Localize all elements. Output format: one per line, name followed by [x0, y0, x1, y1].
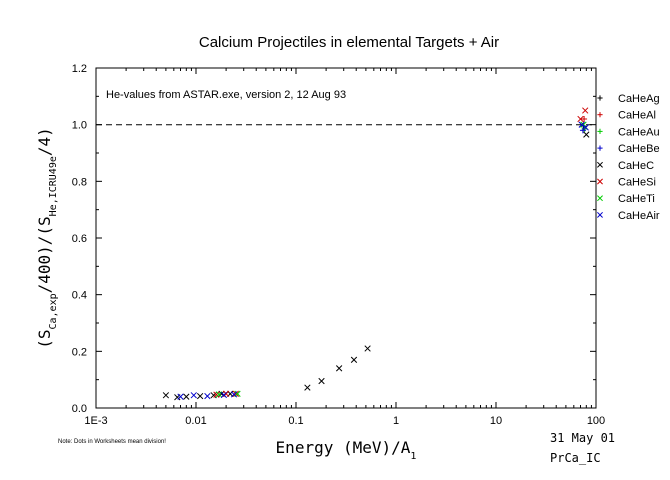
legend-item-caheti: CaHeTi	[597, 193, 655, 205]
data-point-cahec	[162, 392, 170, 399]
legend-label-caheti: CaHeTi	[618, 193, 655, 205]
x-tick-label: 1E-3	[84, 415, 107, 427]
data-point-cahec	[364, 345, 371, 352]
legend-label-caheag: CaHeAg	[618, 93, 660, 105]
legend-label-cahesi: CaHeSi	[618, 177, 656, 189]
data-point-caheair	[578, 121, 585, 128]
legend-marker-cahec	[597, 161, 603, 168]
data-point-cahesi	[232, 390, 239, 397]
legend-marker-caheal	[597, 112, 603, 118]
data-point-cahesi	[582, 107, 589, 114]
data-point-cahec	[318, 377, 325, 385]
y-axis: 0.0 0.2 0.4 0.6 0.8 1.0 1.2	[72, 63, 596, 415]
legend-marker-caheair	[597, 211, 603, 218]
y-tick-label: 0.6	[72, 233, 87, 245]
legend-label-caheair: CaHeAir	[618, 210, 660, 222]
legend-item-caheal: CaHeAl	[597, 110, 656, 122]
x-axis: 1E-3 0.01 0.1 1 10 100	[84, 68, 605, 427]
y-axis-label-part-3: /4)	[35, 127, 54, 156]
y-axis-label-part-2: /400)/(S	[35, 216, 54, 293]
date-label: 31 May 01	[550, 431, 615, 445]
data-point-caheair	[582, 124, 589, 131]
y-axis-label-subscript-2: He,ICRU49e	[48, 156, 59, 216]
data-point-cahec	[183, 393, 190, 400]
y-tick-label: 1.2	[72, 63, 87, 75]
data-point-caheair	[177, 393, 184, 400]
legend-label-caheal: CaHeAl	[618, 110, 656, 122]
data-point-cahesi	[213, 391, 220, 398]
legend-marker-cahesi	[597, 178, 603, 185]
legend-marker-caheti	[597, 195, 603, 202]
data-points	[162, 107, 590, 401]
data-point-caheair	[204, 392, 211, 400]
legend-label-cahec: CaHeC	[618, 160, 654, 172]
y-tick-label: 0.0	[72, 403, 87, 415]
data-point-cahec	[196, 392, 204, 400]
data-point-caheair	[190, 392, 197, 399]
data-point-cahec	[350, 356, 358, 363]
data-point-caheair	[230, 391, 238, 398]
y-tick-label: 0.2	[72, 346, 87, 358]
y-tick-label: 0.4	[72, 290, 87, 302]
legend-item-caheair: CaHeAir	[597, 210, 660, 222]
file-label: PrCa_IC	[550, 451, 601, 465]
data-point-cahesi	[577, 115, 584, 123]
y-axis-label-part-1: (S	[35, 330, 54, 349]
annotation: He-values from ASTAR.exe, version 2, 12 …	[106, 89, 346, 101]
legend-marker-caheau	[597, 128, 603, 134]
footnote: Note: Dots in Worksheets mean division!	[58, 439, 166, 445]
legend-item-cahebe: CaHeBe	[597, 143, 660, 155]
plot-frame	[95, 67, 597, 409]
y-tick-label: 1.0	[72, 120, 87, 132]
legend-marker-caheag	[597, 95, 603, 101]
x-axis-label-subscript: 1	[410, 451, 416, 462]
x-tick-label: 100	[587, 415, 605, 427]
data-point-caheal	[581, 116, 588, 122]
data-point-cahec	[304, 384, 311, 391]
data-point-cahebe	[579, 127, 586, 134]
data-point-caheair	[220, 391, 228, 399]
legend-label-caheau: CaHeAu	[618, 126, 660, 138]
legend: CaHeAg CaHeAl CaHeAu CaHeBe CaHeC CaHeSi CaHeT…	[597, 93, 660, 222]
legend-item-cahesi: CaHeSi	[597, 177, 656, 189]
x-tick-label: 0.1	[288, 415, 303, 427]
chart-title: Calcium Projectiles in elemental Targets…	[199, 34, 499, 51]
data-point-cahec	[335, 365, 343, 372]
legend-label-cahebe: CaHeBe	[618, 143, 660, 155]
legend-item-caheag: CaHeAg	[597, 93, 660, 105]
y-tick-label: 0.8	[72, 176, 87, 188]
legend-item-cahec: CaHeC	[597, 160, 654, 172]
y-axis-label-subscript-1: Ca,exp	[48, 293, 59, 329]
x-tick-label: 0.01	[185, 415, 206, 427]
x-axis-label-main: Energy (MeV)/A	[276, 438, 411, 457]
data-point-cahec	[583, 131, 590, 138]
x-tick-label: 10	[490, 415, 502, 427]
legend-marker-cahebe	[597, 145, 603, 151]
x-axis-label: Energy (MeV)/A1	[276, 438, 417, 462]
x-tick-label: 1	[393, 415, 399, 427]
legend-item-caheau: CaHeAu	[597, 126, 660, 138]
y-axis-label: (SCa,exp/400)/(SHe,ICRU49e/4)	[35, 127, 59, 349]
